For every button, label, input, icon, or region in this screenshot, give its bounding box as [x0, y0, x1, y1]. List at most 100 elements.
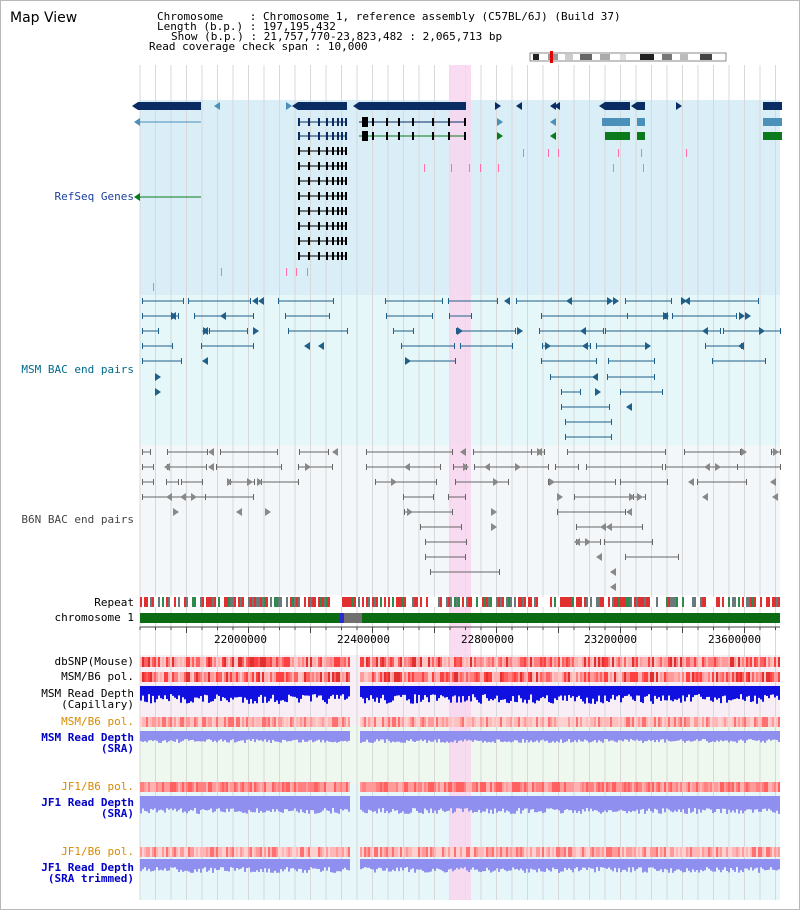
bac-end [499, 569, 500, 575]
depth-bar [262, 796, 264, 813]
heatmap-cell [224, 672, 226, 682]
heatmap-cell [710, 672, 712, 682]
repeat-element [708, 597, 710, 607]
depth-bar [718, 686, 720, 699]
depth-bar [412, 731, 414, 742]
depth-bar [280, 731, 282, 743]
depth-bar [286, 796, 288, 810]
repeat-element [152, 597, 154, 607]
depth-bar [648, 796, 650, 809]
depth-bar [442, 796, 444, 811]
depth-bar [536, 731, 538, 741]
heatmap-cell [142, 782, 144, 792]
heatmap-cell [744, 847, 746, 857]
depth-bar [220, 686, 222, 701]
heatmap-cell [368, 847, 370, 857]
heatmap-cell [704, 717, 706, 727]
depth-bar [304, 686, 306, 696]
track-label-msm-bac[interactable]: MSM BAC end pairs [21, 363, 134, 376]
depth-bar [542, 796, 544, 814]
heatmap-cell [252, 717, 254, 727]
heatmap-cell [740, 782, 742, 792]
heatmap-cell [364, 847, 366, 857]
heatmap-cell [170, 717, 172, 727]
depth-bar [454, 796, 456, 812]
heatmap-cell [772, 782, 774, 792]
heatmap-cell [382, 782, 384, 792]
heatmap-cell [392, 717, 394, 727]
bac-end [620, 389, 621, 395]
heatmap-cell [476, 672, 478, 682]
depth-bar [590, 686, 592, 704]
heatmap-cell [406, 847, 408, 857]
depth-bar [388, 796, 390, 814]
heatmap-cell [498, 847, 500, 857]
depth-bar [148, 731, 150, 741]
heatmap-cell [408, 657, 410, 667]
depth-bar [460, 859, 462, 868]
heatmap-cell [750, 657, 752, 667]
depth-bar [510, 686, 512, 701]
heatmap-cell [426, 847, 428, 857]
heatmap-cell [710, 717, 712, 727]
depth-bar [160, 731, 162, 743]
heatmap-cell [418, 847, 420, 857]
heatmap-cell [714, 717, 716, 727]
heatmap-cell [722, 782, 724, 792]
track-label-refseq[interactable]: RefSeq Genes [54, 190, 134, 203]
depth-bar [566, 859, 568, 870]
depth-bar [296, 796, 298, 812]
heatmap-cell [766, 657, 768, 667]
heatmap-cell [292, 717, 294, 727]
depth-bar [586, 731, 588, 741]
heatmap-cell [264, 672, 266, 682]
heatmap-cell [612, 847, 614, 857]
depth-bar [436, 731, 438, 743]
depth-bar [574, 796, 576, 811]
heatmap-cell [280, 782, 282, 792]
depth-bar [146, 796, 148, 812]
heatmap-cell [416, 717, 418, 727]
repeat-element [164, 597, 166, 607]
bac-end [565, 419, 566, 425]
exon [341, 237, 343, 245]
depth-bar [738, 859, 740, 873]
depth-bar [192, 796, 194, 811]
depth-bar [630, 796, 632, 813]
heatmap-cell [536, 717, 538, 727]
depth-bar [736, 859, 738, 868]
heatmap-cell [518, 672, 520, 682]
heatmap-cell [592, 672, 594, 682]
gene-strand-arrow [305, 463, 311, 471]
heatmap-cell [740, 672, 742, 682]
heatmap-cell [230, 672, 232, 682]
track-label-jf1-b6-pol-2: JF1/B6 pol. [61, 845, 134, 858]
heatmap-cell [620, 717, 622, 727]
heatmap-cell [610, 657, 612, 667]
depth-bar [364, 859, 366, 868]
depth-bar [596, 686, 598, 702]
repeat-element [400, 597, 402, 607]
heatmap-cell [420, 782, 422, 792]
heatmap-cell [274, 847, 276, 857]
depth-bar [310, 686, 312, 702]
depth-bar [340, 731, 342, 741]
heatmap-cell [240, 672, 242, 682]
exon [298, 222, 300, 230]
repeat-element [232, 597, 234, 607]
repeat-element [776, 597, 778, 607]
heatmap-cell [342, 672, 344, 682]
heatmap-cell [264, 717, 266, 727]
bac-end [608, 358, 609, 364]
heatmap-cell [508, 717, 510, 727]
depth-bar [200, 859, 202, 873]
heatmap-cell [460, 672, 462, 682]
repeat-element [500, 597, 502, 607]
heatmap-cell [438, 657, 440, 667]
heatmap-cell [424, 657, 426, 667]
heatmap-cell [486, 782, 488, 792]
depth-bar [148, 859, 150, 869]
track-label-b6n-bac[interactable]: B6N BAC end pairs [21, 513, 134, 526]
heatmap-cell [572, 717, 574, 727]
